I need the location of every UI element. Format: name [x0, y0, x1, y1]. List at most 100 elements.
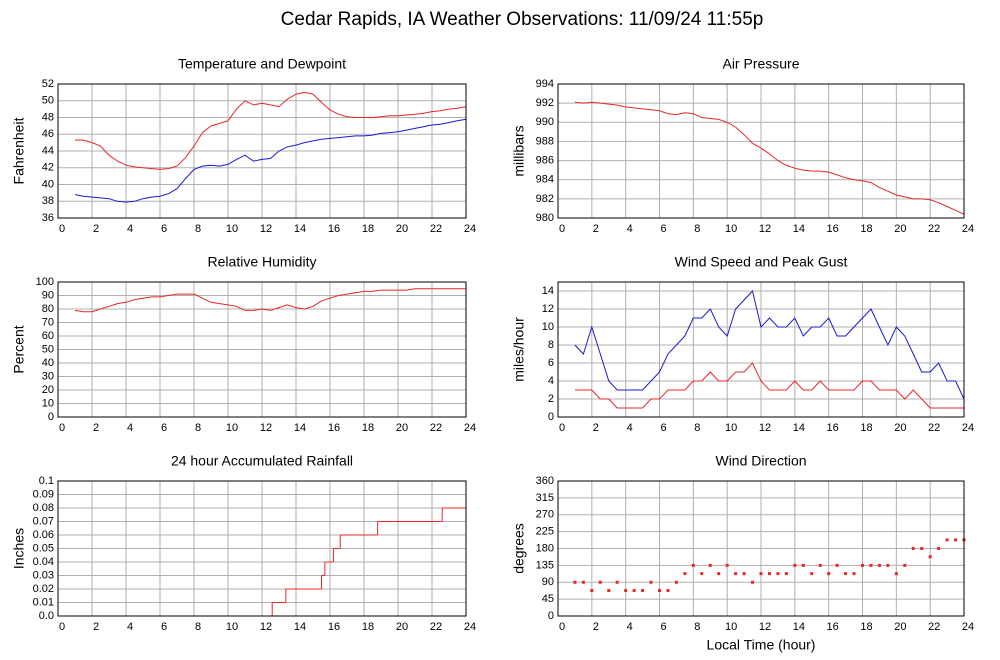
x-tick-label: 2	[593, 223, 599, 235]
x-tick-label: 16	[827, 621, 839, 633]
y-tick-label: 50	[42, 95, 54, 107]
x-tick-label: 4	[627, 223, 633, 235]
point	[717, 572, 721, 576]
x-tick-label: 6	[660, 422, 666, 434]
y-tick-label: 180	[536, 542, 554, 554]
x-tick-label: 20	[396, 621, 408, 633]
x-tick-label: 10	[725, 621, 737, 633]
x-tick-label: 24	[464, 223, 476, 235]
point	[784, 572, 788, 576]
x-tick-label: 22	[430, 621, 442, 633]
point	[861, 563, 864, 567]
point	[903, 563, 907, 567]
x-tick-label: 6	[660, 223, 666, 235]
point	[920, 547, 924, 550]
y-tick-label: 0.08	[33, 502, 54, 514]
y-tick-label: 0	[48, 411, 54, 423]
point	[818, 563, 822, 567]
point	[632, 589, 636, 592]
point	[615, 580, 619, 584]
x-tick-label: 20	[894, 621, 906, 633]
page-title: Cedar Rapids, IA Weather Observations: 1…	[281, 9, 764, 30]
y-tick-label: 100	[36, 276, 54, 288]
y-tick-label: 0.06	[33, 529, 54, 541]
y-tick-label: 0	[548, 610, 554, 622]
x-tick-label: 14	[294, 621, 306, 633]
y-tick-label: 30	[42, 370, 54, 382]
panel-title: Wind Direction	[715, 453, 806, 469]
x-tick-label: 2	[93, 621, 99, 633]
y-tick-label: 10	[542, 321, 554, 333]
point	[945, 538, 949, 542]
point	[751, 580, 755, 584]
x-tick-label: 4	[627, 422, 633, 434]
point	[742, 572, 746, 576]
panel-title: Air Pressure	[722, 56, 799, 72]
y-tick-label: 0.05	[33, 542, 54, 554]
plot	[573, 538, 966, 592]
y-tick-label: 988	[536, 135, 554, 147]
x-tick-label: 12	[759, 621, 771, 633]
x-tick-label: 4	[127, 223, 133, 235]
x-tick-label: 14	[294, 223, 306, 235]
y-tick-label: 982	[536, 193, 554, 205]
x-tick-label: 0	[59, 223, 65, 235]
point	[607, 589, 611, 592]
y-tick-label: 46	[42, 128, 54, 140]
x-tick-label: 6	[161, 223, 167, 235]
x-tick-label: 0	[59, 422, 65, 434]
x-tick-label: 24	[962, 422, 974, 434]
x-tick-label: 12	[759, 422, 771, 434]
plot	[74, 91, 467, 203]
y-tick-label: 0.07	[33, 515, 54, 527]
y-tick-label: 360	[536, 475, 554, 487]
point	[776, 572, 780, 576]
x-tick-label: 2	[593, 621, 599, 633]
x-tick-label: 0	[559, 621, 565, 633]
x-tick-label: 4	[627, 621, 633, 633]
x-tick-label: 20	[894, 422, 906, 434]
point	[844, 572, 848, 576]
x-tick-label: 20	[396, 223, 408, 235]
x-tick-label: 12	[260, 223, 272, 235]
x-tick-label: 14	[793, 621, 805, 633]
y-axis-label: Fahrenheit	[11, 117, 27, 184]
x-tick-label: 0	[559, 422, 565, 434]
x-tick-label: 16	[328, 223, 340, 235]
x-tick-label: 24	[464, 422, 476, 434]
plot-frame	[57, 281, 467, 418]
series-line	[574, 289, 965, 400]
point	[801, 563, 805, 567]
series-line	[75, 91, 467, 170]
y-axis-label: degrees	[511, 523, 527, 574]
y-tick-label: 980	[536, 212, 554, 224]
y-tick-label: 984	[536, 174, 554, 186]
x-tick-label: 10	[725, 422, 737, 434]
x-axis-label: Local Time (hour)	[707, 637, 816, 653]
y-tick-label: 60	[42, 330, 54, 342]
y-tick-label: 90	[542, 576, 554, 588]
panel-title: 24 hour Accumulated Rainfall	[171, 453, 353, 469]
x-tick-label: 4	[127, 422, 133, 434]
point	[911, 547, 915, 550]
y-tick-label: 994	[536, 78, 554, 90]
plot	[574, 289, 965, 409]
x-tick-label: 16	[328, 422, 340, 434]
y-tick-label: 48	[42, 111, 54, 123]
x-tick-label: 10	[725, 223, 737, 235]
x-tick-label: 8	[694, 422, 700, 434]
plot	[574, 101, 965, 215]
x-tick-label: 2	[593, 422, 599, 434]
x-tick-label: 6	[161, 422, 167, 434]
y-axis-label: millibars	[511, 125, 527, 176]
y-tick-label: 12	[542, 303, 554, 315]
y-tick-label: 0.02	[33, 583, 54, 595]
point	[674, 580, 678, 584]
x-tick-label: 18	[362, 223, 374, 235]
y-tick-label: 986	[536, 154, 554, 166]
plot-frame	[57, 83, 467, 219]
y-tick-label: 4	[548, 375, 554, 387]
y-tick-label: 14	[542, 285, 554, 297]
